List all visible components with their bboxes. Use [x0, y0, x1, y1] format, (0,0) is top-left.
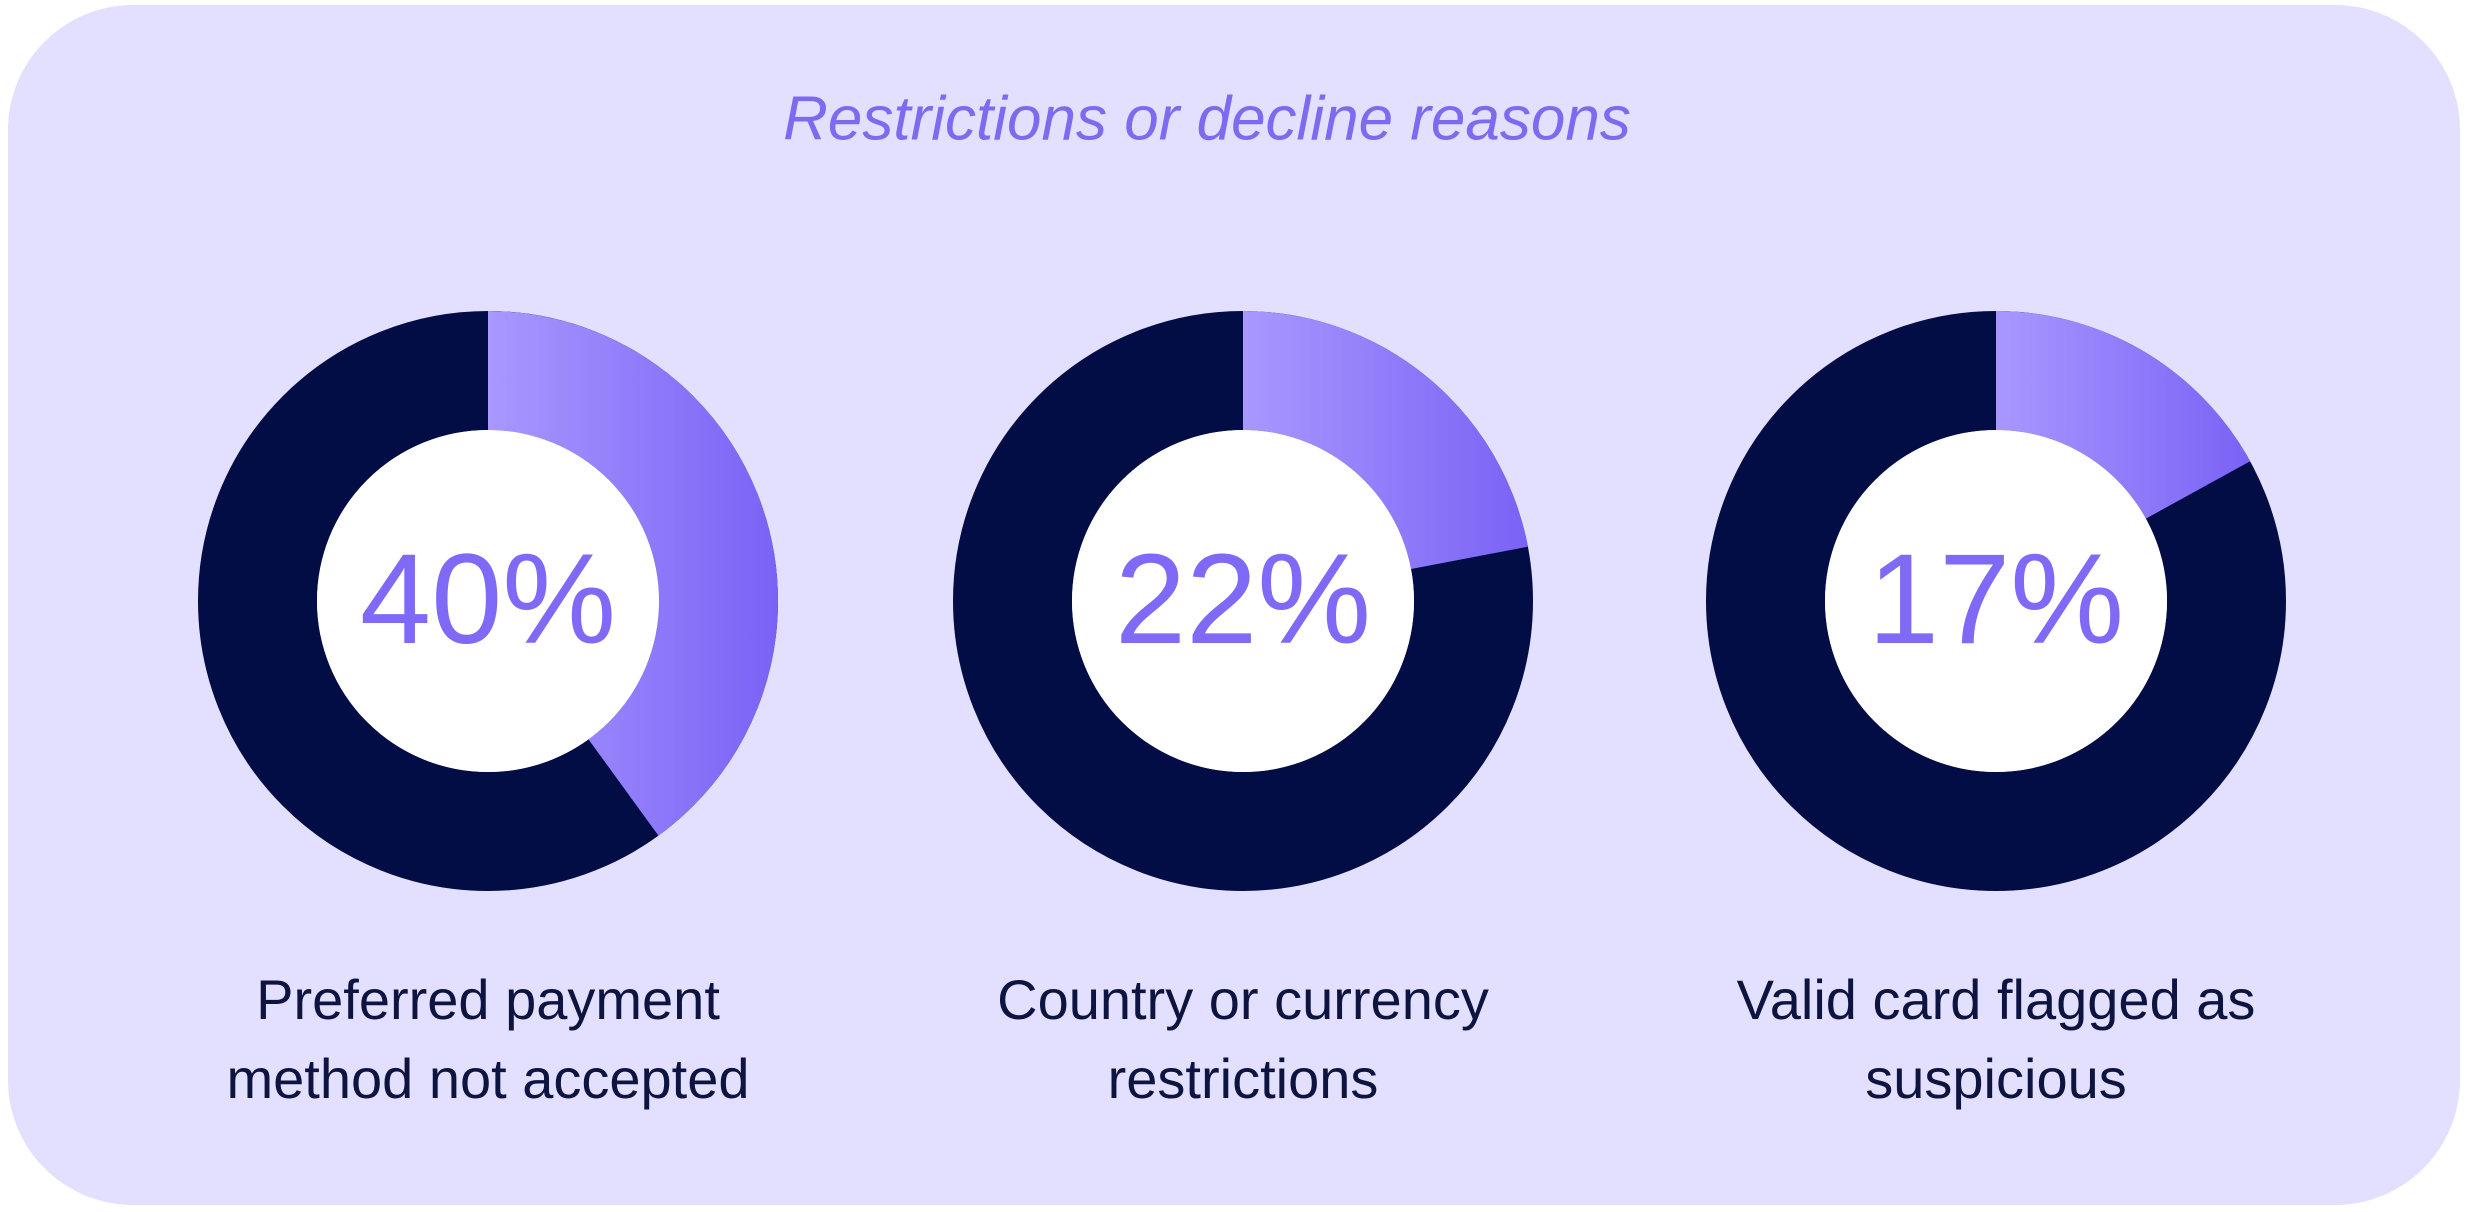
donut-hole — [317, 430, 659, 772]
value-label: 17% — [1868, 528, 2124, 671]
donut-hole — [1825, 430, 2167, 772]
donut-segment — [488, 311, 778, 836]
value-label: 22% — [1115, 528, 1371, 671]
donut-hole — [1072, 430, 1414, 772]
donut-caption: Country or currency restrictions — [997, 968, 1489, 1110]
donut-segment — [1243, 311, 1528, 569]
value-label: 40% — [360, 528, 616, 671]
donut-caption: Preferred payment method not accepted — [226, 968, 750, 1110]
chart-title: Restrictions or decline reasons — [783, 84, 1631, 153]
donut-segment — [1996, 311, 2251, 519]
donut-caption: Valid card flagged as suspicious — [1736, 968, 2256, 1110]
